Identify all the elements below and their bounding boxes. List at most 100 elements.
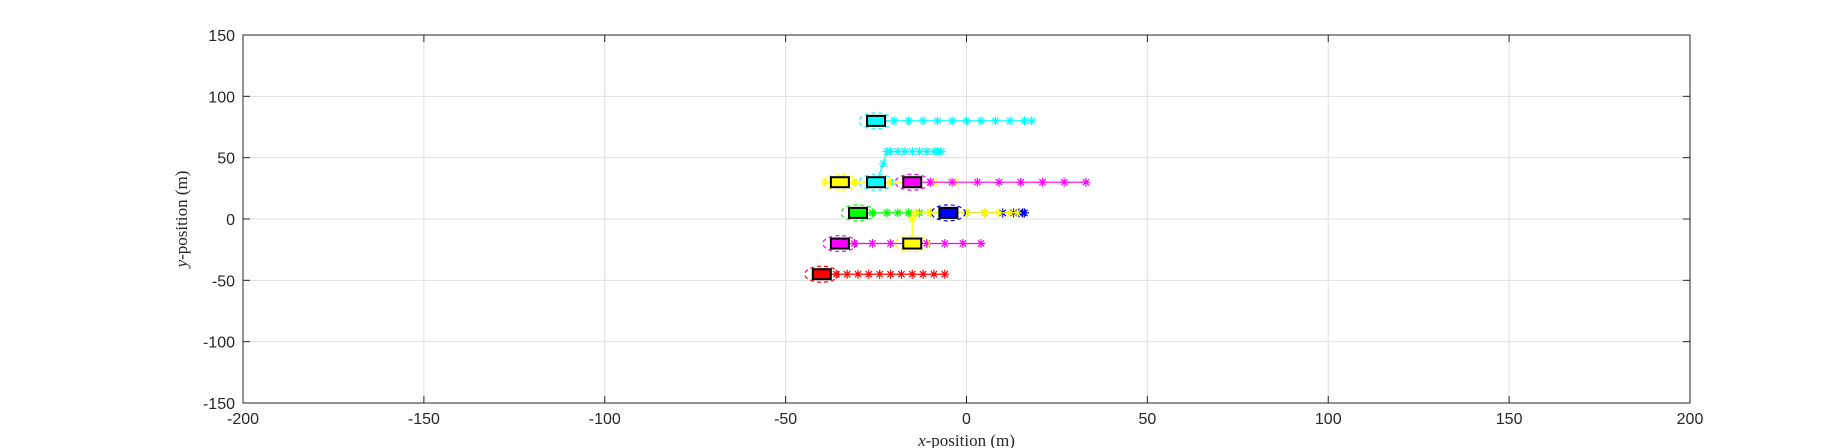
trajectory-point <box>1037 177 1047 187</box>
trajectory-point <box>962 116 971 126</box>
vehicles <box>804 112 967 283</box>
x-tick-label: -100 <box>589 411 621 428</box>
vehicle-uncertainty-ellipse <box>858 112 894 130</box>
trajectory-point <box>922 147 932 157</box>
trajectory-point <box>947 177 957 187</box>
tick-labels: -200 -150 -100 -50 0 50 100 150 200-150-100-5005… <box>203 28 1703 428</box>
vehicle-8 <box>822 234 858 253</box>
trajectory-point <box>1012 208 1022 218</box>
vehicle-uncertainty-ellipse <box>822 234 858 253</box>
vehicle-1 <box>858 112 894 130</box>
trajectory-point <box>1081 177 1091 187</box>
x-axis-label-text: -position (m) <box>926 431 1015 448</box>
trajectory-point <box>1005 208 1015 218</box>
trajectory-point <box>893 208 903 218</box>
vehicle-uncertainty-ellipse <box>930 204 967 222</box>
trajectory-point <box>896 269 906 279</box>
trajectory-point <box>882 208 892 218</box>
x-tick-label: -50 <box>774 411 797 428</box>
axes: -200 -150 -100 -50 0 50 100 150 200-150-100-5005… <box>203 28 1703 428</box>
trajectory-point <box>1016 177 1026 187</box>
trajectory-point <box>904 116 914 126</box>
vehicle-uncertainty-ellipse <box>804 265 840 283</box>
vehicle-box <box>829 237 850 250</box>
vehicle-box <box>938 206 959 219</box>
trajectory-point <box>990 116 1000 126</box>
trajectory-point <box>1059 177 1069 187</box>
trajectory-point <box>962 208 971 218</box>
trajectory-point <box>976 239 986 249</box>
y-axis-label-text: -position (m) <box>172 171 191 260</box>
trajectory-point <box>907 269 917 279</box>
trajectory-point <box>853 269 863 279</box>
vehicle-box <box>847 206 868 219</box>
trajectory-point <box>933 116 943 126</box>
trajectory-9 <box>821 269 950 279</box>
y-tick-label: -100 <box>203 335 235 352</box>
vehicle-7 <box>894 234 930 253</box>
y-tick-label: -50 <box>212 273 235 290</box>
plot-frame <box>242 34 1691 404</box>
trajectory-point <box>994 177 1004 187</box>
x-tick-label: 50 <box>1138 411 1156 428</box>
trajectory-point <box>1019 116 1029 126</box>
trajectory-point <box>940 269 950 279</box>
x-tick-label: -150 <box>408 411 440 428</box>
vehicle-uncertainty-ellipse <box>858 173 894 191</box>
trajectory-point <box>914 147 924 157</box>
trajectory-point <box>893 147 903 157</box>
trajectory-point <box>925 208 935 218</box>
grid <box>243 35 1690 403</box>
trajectory-point <box>849 177 859 187</box>
trajectory-point <box>972 177 982 187</box>
y-tick-label: 150 <box>208 28 235 45</box>
y-tick-label: 0 <box>226 212 235 229</box>
vehicle-box <box>829 176 850 189</box>
vehicle-uncertainty-ellipse <box>822 173 858 191</box>
x-tick-label: 100 <box>1315 411 1342 428</box>
x-tick-label: -200 <box>227 411 259 428</box>
trajectory-point <box>886 269 896 279</box>
trajectory-point <box>867 239 877 249</box>
trajectory-point <box>1005 116 1015 126</box>
y-axis-label: y-position (m) <box>172 171 191 270</box>
x-tick-label: 150 <box>1496 411 1523 428</box>
trajectory-point <box>849 239 859 249</box>
trajectory-point <box>958 239 968 249</box>
vehicle-box <box>811 268 832 281</box>
trajectory-point <box>907 214 917 224</box>
x-tick-label: 200 <box>1677 411 1704 428</box>
vehicle-uncertainty-ellipse <box>894 173 930 191</box>
trajectory-point <box>918 269 928 279</box>
trajectory-point <box>900 147 910 157</box>
trajectory-point <box>831 269 841 279</box>
x-axis-label: x-position (m) <box>917 431 1015 448</box>
trajectory-point <box>842 269 852 279</box>
y-tick-label: 50 <box>217 151 235 168</box>
vehicle-4 <box>894 173 930 191</box>
trajectory-point <box>1019 208 1029 218</box>
trajectory-point <box>980 208 990 218</box>
trajectory-point <box>886 239 896 249</box>
vehicle-box <box>902 237 923 250</box>
trajectory-point <box>864 269 874 279</box>
trajectory-point <box>940 239 950 249</box>
trajectory-point <box>925 177 935 187</box>
trajectory-point <box>886 147 896 157</box>
trajectory-point <box>889 116 899 126</box>
trajectory-point <box>820 177 830 187</box>
vehicle-9 <box>804 265 840 283</box>
trajectory-point <box>886 177 896 187</box>
y-axis-label-var: y <box>172 259 191 269</box>
trajectory-point <box>929 269 939 279</box>
trajectory-point <box>918 116 928 126</box>
vehicle-box <box>866 176 887 189</box>
vehicle-6 <box>930 204 967 222</box>
trajectory-point <box>947 116 957 126</box>
trajectory-point <box>907 147 917 157</box>
x-axis-label-var: x <box>917 431 926 448</box>
vehicle-2 <box>858 173 894 191</box>
vehicle-3 <box>822 173 858 191</box>
trajectory-point <box>922 239 932 249</box>
